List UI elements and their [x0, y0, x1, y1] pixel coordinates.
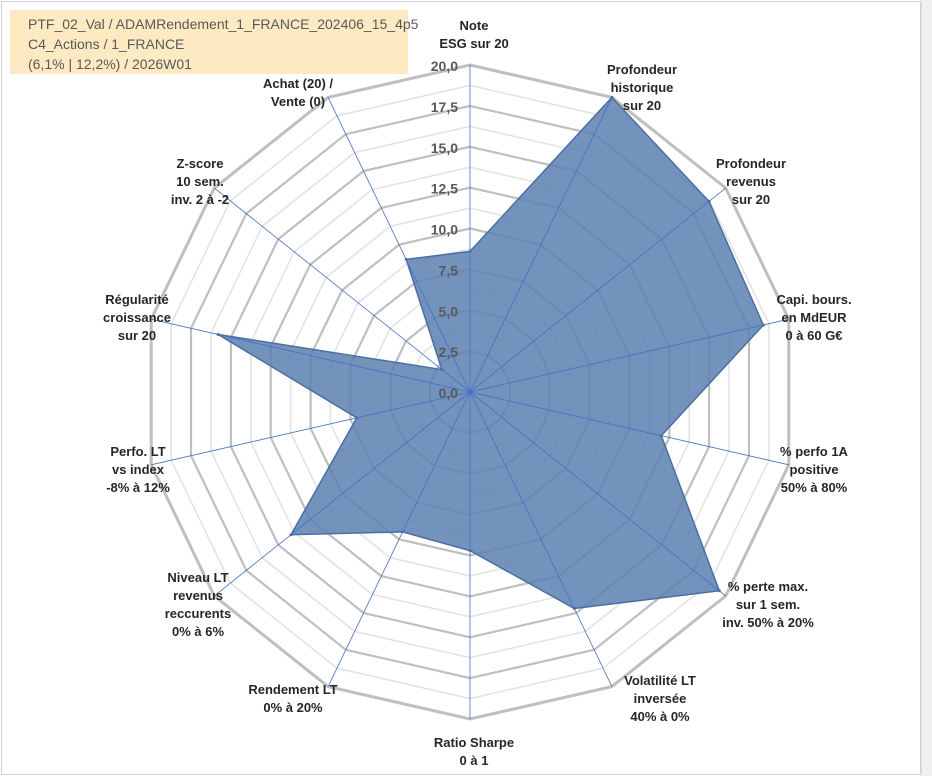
axis-label: en MdEUR — [782, 310, 848, 325]
axis-label: Perfo. LT — [110, 444, 165, 459]
axis-label: inversée — [634, 691, 687, 706]
axis-label: 0% à 6% — [172, 624, 224, 639]
data-point — [216, 333, 220, 336]
axis-label: sur 20 — [118, 328, 156, 343]
axis-spoke — [469, 391, 789, 466]
axis-label: 0% à 20% — [263, 700, 323, 715]
radial-tick-label: 15,0 — [431, 140, 458, 156]
portfolio-category: C4_Actions / 1_FRANCE — [28, 36, 185, 52]
data-point — [468, 249, 472, 253]
axis-label: 10 sem. — [176, 174, 224, 189]
axis-label: Z-score — [177, 156, 224, 171]
axis-spoke — [214, 187, 471, 393]
radial-tick-label: 7,5 — [439, 262, 459, 278]
radial-tick-label: 20,0 — [431, 58, 458, 74]
axis-label: revenus — [173, 588, 223, 603]
axis-label: % perte max. — [728, 579, 808, 594]
axis-label: Rendement LT — [248, 682, 337, 697]
axis-label: Ratio Sharpe — [434, 735, 514, 750]
axis-spoke — [327, 391, 471, 687]
axis-label: Profondeur — [716, 156, 786, 171]
axis-spoke — [469, 318, 789, 393]
radial-tick-label: 2,5 — [439, 344, 459, 360]
axis-spoke — [469, 187, 726, 393]
axis-spoke — [469, 391, 613, 687]
axis-label: % perfo 1A — [780, 444, 849, 459]
axis-label: Niveau LT — [167, 570, 228, 585]
axis-label: Régularité — [105, 292, 169, 307]
radial-tick-label: 10,0 — [431, 222, 458, 238]
radar-chart: 0,0 2,5 5,0 7,5 10,0 12,5 15,0 17,5 20,0 Note ESG … — [103, 18, 852, 768]
axis-label: 40% à 0% — [630, 709, 690, 724]
data-point — [355, 416, 359, 420]
radial-tick-label: 0,0 — [439, 385, 459, 401]
radial-tick-label: 12,5 — [431, 181, 458, 197]
portfolio-period: (6,1% | 12,2%) / 2026W01 — [28, 56, 192, 72]
data-point — [404, 257, 408, 261]
axis-label: reccurents — [165, 606, 231, 621]
data-point — [401, 530, 405, 534]
axis-label: inv. 2 à -2 — [171, 192, 229, 207]
axis-label: 0 à 60 G€ — [785, 328, 842, 343]
data-point — [717, 589, 721, 593]
data-point — [659, 434, 663, 438]
radial-tick-label: 5,0 — [439, 303, 459, 319]
data-point — [289, 533, 293, 537]
axis-spoke — [327, 97, 471, 393]
axis-label: vs index — [112, 462, 165, 477]
axis-label: Note — [460, 18, 489, 33]
data-point — [440, 368, 444, 372]
data-point — [572, 607, 576, 610]
axis-label: sur 20 — [732, 192, 770, 207]
axis-label: Capi. bours. — [776, 292, 851, 307]
axis-spoke — [151, 318, 471, 393]
axis-label: Achat (20) / — [263, 76, 333, 91]
data-point — [761, 323, 765, 327]
axis-spoke — [469, 97, 613, 393]
axis-spoke — [151, 391, 471, 466]
axis-label: Volatilité LT — [624, 673, 696, 688]
radial-tick-label: 17,5 — [431, 99, 458, 115]
axis-label: Vente (0) — [271, 94, 325, 109]
portfolio-name: PTF_02_Val / ADAMRendement_1_FRANCE_2024… — [28, 16, 419, 32]
data-point — [610, 95, 614, 99]
axis-label: 50% à 80% — [781, 480, 848, 495]
axis-label: positive — [789, 462, 838, 477]
axis-label: sur 20 — [623, 98, 661, 113]
axis-label: Profondeur — [607, 62, 677, 77]
axis-spoke — [214, 391, 471, 597]
axis-label: croissance — [103, 310, 171, 325]
axis-label: -8% à 12% — [106, 480, 170, 495]
portfolio-info-box: PTF_02_Val / ADAMRendement_1_FRANCE_2024… — [10, 10, 418, 74]
axis-label: 0 à 1 — [460, 753, 489, 768]
axis-label: historique — [611, 80, 674, 95]
data-point — [707, 199, 711, 203]
axis-spoke — [469, 391, 726, 597]
axis-label: revenus — [726, 174, 776, 189]
axis-label: ESG sur 20 — [439, 36, 508, 51]
vertical-scrollbar[interactable] — [921, 0, 932, 776]
data-point — [468, 549, 472, 553]
axis-label: inv. 50% à 20% — [722, 615, 814, 630]
axis-label: sur 1 sem. — [736, 597, 800, 612]
